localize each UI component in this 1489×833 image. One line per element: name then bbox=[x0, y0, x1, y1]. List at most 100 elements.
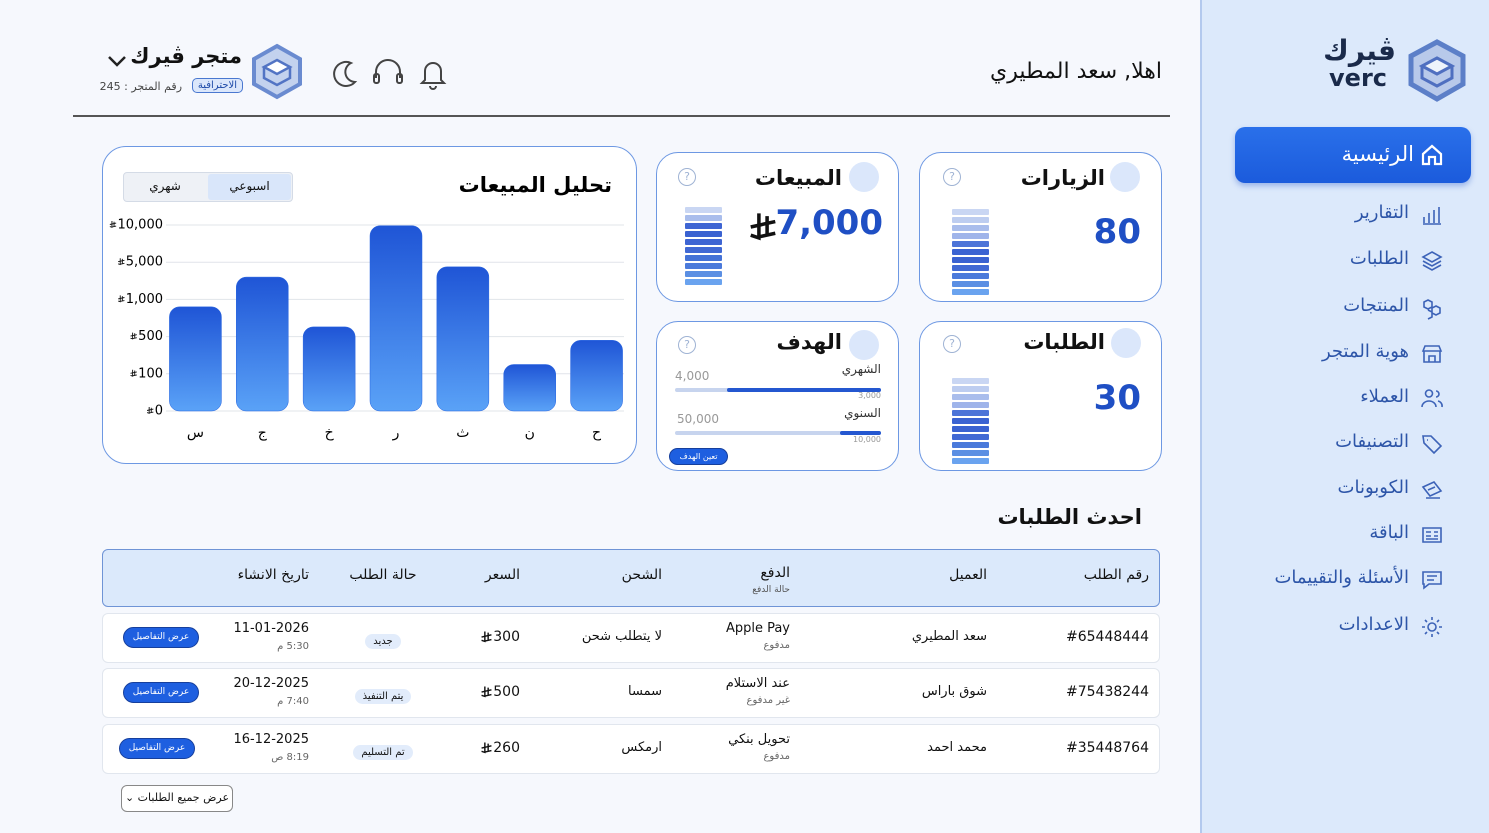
customer: سعد المطيري bbox=[911, 629, 987, 644]
currency-icon bbox=[146, 406, 154, 414]
column-header: رقم الطلب bbox=[1083, 567, 1149, 583]
x-tick-label: ح bbox=[592, 425, 602, 441]
toggle-option[interactable]: شهري bbox=[149, 179, 181, 193]
price: 300 bbox=[493, 629, 520, 645]
order-status: تم التسليم bbox=[333, 740, 433, 760]
toggle-option-selected[interactable]: اسبوعي bbox=[208, 174, 291, 200]
stack-bar bbox=[952, 289, 989, 295]
help-icon[interactable]: ? bbox=[943, 335, 961, 353]
status-pill: تم التسليم bbox=[353, 745, 413, 760]
nav-label[interactable]: الطلبات bbox=[1349, 248, 1409, 269]
y-tick-label: 0 bbox=[155, 404, 163, 419]
bar bbox=[570, 340, 623, 412]
nav-icon bbox=[1422, 617, 1442, 637]
currency-icon bbox=[481, 742, 492, 754]
stack-bar bbox=[685, 239, 722, 245]
stack-bar bbox=[952, 217, 989, 223]
logo-icon bbox=[1408, 39, 1466, 102]
help-icon[interactable]: ? bbox=[678, 168, 696, 186]
x-tick-label: ن bbox=[525, 425, 535, 441]
order-id: #65448444 bbox=[1066, 629, 1149, 645]
nav-label[interactable]: الأسئلة والتقييمات bbox=[1274, 567, 1409, 588]
stack-bar bbox=[952, 273, 989, 279]
logo-latin: verc bbox=[1329, 64, 1387, 92]
details-button[interactable]: عرض التفاصيل bbox=[123, 682, 199, 703]
header-icons bbox=[333, 59, 447, 90]
nav-label[interactable]: التصنيفات bbox=[1335, 431, 1409, 452]
sales-value: 7,000 bbox=[775, 203, 883, 243]
support-icon[interactable] bbox=[373, 59, 403, 84]
currency-icon bbox=[481, 631, 492, 643]
plan-badge: الاحترافية bbox=[191, 78, 243, 93]
store-menu-chevron[interactable] bbox=[107, 54, 127, 68]
nav-label[interactable]: هوية المتجر bbox=[1321, 341, 1409, 362]
nav-label[interactable]: التقارير bbox=[1354, 202, 1409, 223]
nav-icon bbox=[1421, 481, 1443, 499]
help-icon[interactable]: ? bbox=[943, 168, 961, 186]
nav-label[interactable]: الباقة bbox=[1369, 522, 1409, 543]
help-icon[interactable]: ? bbox=[678, 336, 696, 354]
payment-method: Apple Pay bbox=[725, 621, 790, 636]
nav-icon bbox=[1422, 435, 1443, 455]
set-goal-button[interactable]: تعين الهدف bbox=[669, 448, 728, 465]
theme-toggle[interactable] bbox=[333, 60, 358, 87]
goal-track bbox=[675, 431, 881, 435]
y-tick-label: 1,000 bbox=[126, 292, 163, 307]
store-number: رقم المتجر : 245 bbox=[99, 80, 182, 93]
chart-title: تحليل المبيعات bbox=[459, 173, 612, 197]
stack-bar bbox=[952, 386, 989, 392]
shipping: سمسا bbox=[628, 684, 662, 699]
column-header: حالة الطلب bbox=[349, 567, 417, 583]
goal-icon bbox=[849, 330, 879, 360]
nav-label[interactable]: الاعدادات bbox=[1338, 614, 1409, 635]
created-date: 11-01-2026 bbox=[233, 621, 309, 636]
nav-label[interactable]: المنتجات bbox=[1343, 295, 1409, 316]
y-tick-label: 5,000 bbox=[126, 255, 163, 270]
nav-icon bbox=[1421, 251, 1443, 271]
customer: شوق باراس bbox=[921, 684, 987, 699]
nav-label[interactable]: العملاء bbox=[1360, 386, 1409, 407]
stack-bar bbox=[685, 271, 722, 277]
notifications-icon[interactable] bbox=[419, 62, 447, 90]
column-subheader: حالة الدفع bbox=[752, 585, 790, 595]
x-tick-label: ث bbox=[456, 425, 469, 441]
order-status: يتم التنفيذ bbox=[333, 684, 433, 704]
stack-bar bbox=[952, 394, 989, 400]
details-button[interactable]: عرض التفاصيل bbox=[119, 738, 195, 759]
stack-bar bbox=[685, 247, 722, 253]
stack-bar bbox=[952, 265, 989, 271]
stack-bar bbox=[685, 255, 722, 261]
shipping: ارمكس bbox=[621, 740, 662, 755]
x-tick-label: ر bbox=[392, 425, 400, 441]
goal-yearly-achieved: 10,000 bbox=[853, 435, 881, 444]
stack-bar bbox=[952, 241, 989, 247]
nav-icon bbox=[1421, 345, 1443, 363]
table-row bbox=[102, 668, 1160, 718]
stack-bar bbox=[685, 279, 722, 285]
bar bbox=[436, 266, 490, 412]
stack-bar bbox=[952, 281, 989, 287]
nav-item-active[interactable] bbox=[1235, 127, 1471, 183]
stack-bar bbox=[952, 410, 989, 416]
customer: محمد احمد bbox=[927, 740, 987, 755]
view-all-button[interactable]: عرض جميع الطلبات ⌄ bbox=[121, 785, 233, 812]
nav-icon bbox=[1422, 571, 1442, 590]
created-date: 16-12-2025 bbox=[233, 732, 309, 747]
bar bbox=[302, 326, 356, 412]
stack-bar bbox=[952, 209, 989, 215]
orders-icon bbox=[1111, 328, 1141, 358]
details-button[interactable]: عرض التفاصيل bbox=[123, 627, 199, 648]
sales-chart: تحليل المبيعات 0 100 500 1,000 5,000 10,000 س ج… bbox=[109, 173, 624, 441]
goal-progress bbox=[839, 431, 881, 435]
nav-icon bbox=[1423, 299, 1441, 320]
nav-icon bbox=[1422, 527, 1442, 543]
header-divider bbox=[73, 115, 1170, 117]
column-header: الشحن bbox=[621, 567, 662, 583]
view-all-label: عرض جميع الطلبات bbox=[137, 791, 230, 804]
payment-method: عند الاستلام bbox=[725, 676, 790, 691]
store-logo bbox=[252, 43, 302, 100]
goal-yearly-target: 50,000 bbox=[677, 412, 719, 426]
nav-label[interactable]: الكوبونات bbox=[1337, 477, 1409, 498]
goal-yearly-label: السنوي bbox=[844, 406, 881, 420]
